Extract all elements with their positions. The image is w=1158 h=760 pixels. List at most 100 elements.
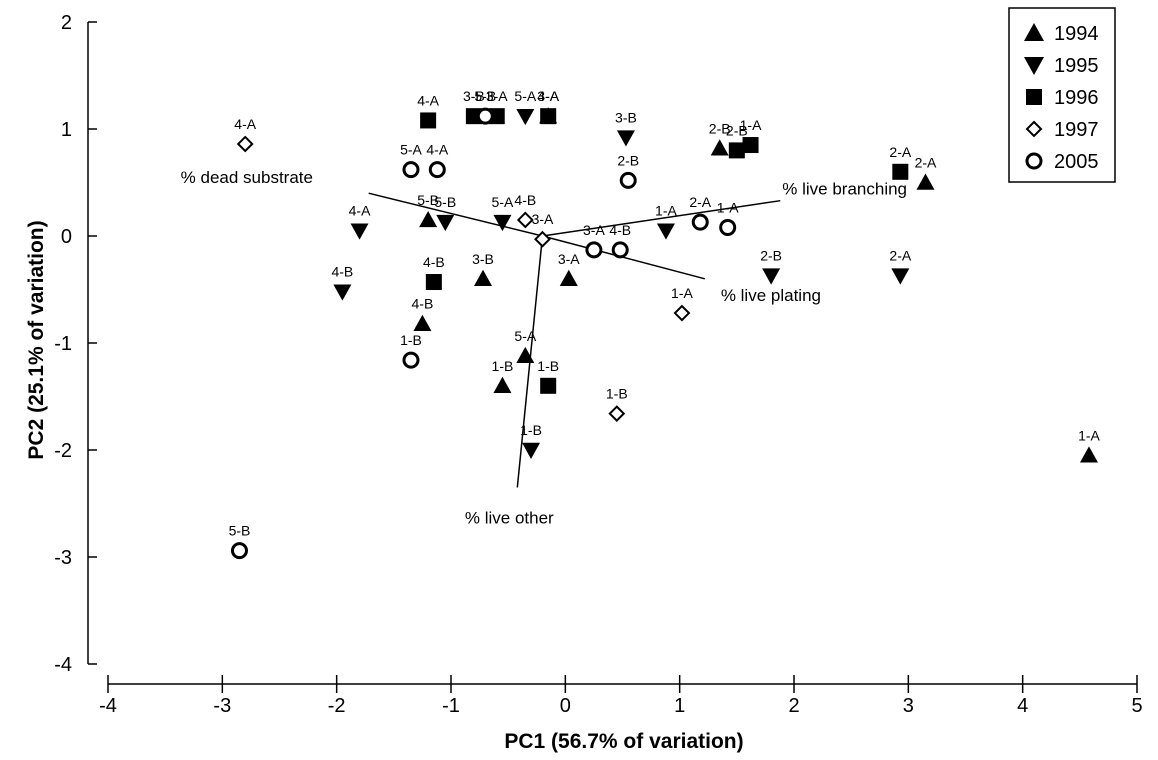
vector-line bbox=[542, 199, 781, 237]
legend-label: 1994 bbox=[1054, 23, 1099, 45]
marker-triangle-down bbox=[891, 268, 910, 285]
point-label: 2-B bbox=[760, 248, 782, 264]
series-1995: 5-A3-B5-B 5-A4-A 1-A4-B2-B 2-A1-B bbox=[331, 88, 912, 459]
marker-square bbox=[742, 137, 759, 154]
marker-square bbox=[892, 163, 909, 180]
point-label: 2-B bbox=[617, 152, 639, 168]
series-1996: 4-A 3-B 3-A 4-A2-B1-A2-A4-B1-B bbox=[417, 88, 912, 394]
x-tick-label: 4 bbox=[1017, 695, 1028, 717]
marker-circle-open bbox=[402, 161, 420, 179]
marker-triangle-down bbox=[333, 284, 352, 301]
y-tick-label: -4 bbox=[54, 654, 72, 676]
point-label: 2-A bbox=[889, 144, 911, 160]
vector-label: % live branching bbox=[782, 180, 907, 199]
marker-circle-open bbox=[691, 213, 709, 231]
point-label: 1-A bbox=[1078, 427, 1100, 443]
point-label: 3-B bbox=[463, 88, 485, 104]
x-tick-label: -3 bbox=[213, 695, 231, 717]
point-label: 4-A bbox=[426, 142, 448, 158]
vector-label: % dead substrate bbox=[181, 168, 313, 187]
x-tick-label: 3 bbox=[903, 695, 914, 717]
vector-label: % live other bbox=[465, 508, 554, 527]
point-label: 1-A bbox=[717, 199, 739, 215]
point-label: 5-A bbox=[514, 328, 536, 344]
legend: 1994 1995 1996 1997 2005 bbox=[1008, 7, 1116, 183]
point-label: 3-A bbox=[558, 251, 580, 267]
marker-triangle-up bbox=[474, 269, 493, 286]
marker-triangle-up bbox=[493, 376, 512, 393]
y-tick-label: -1 bbox=[54, 333, 72, 355]
x-tick-label: 0 bbox=[560, 695, 571, 717]
point-label: 4-A bbox=[234, 116, 256, 132]
y-axis-title: PC2 (25.1% of variation) bbox=[25, 220, 48, 459]
vectors: % dead substrate % live branching % live p… bbox=[181, 168, 907, 527]
point-label: 3-B bbox=[615, 110, 637, 126]
point-label: 4-B bbox=[331, 264, 353, 280]
marker-square bbox=[540, 108, 557, 125]
point-label: 4-A bbox=[417, 92, 439, 108]
point-label: 1-A bbox=[671, 285, 693, 301]
marker-circle-open bbox=[619, 171, 637, 189]
point-label: 4-B bbox=[423, 254, 445, 270]
y-tick-label: 1 bbox=[61, 119, 72, 141]
legend-label: 1995 bbox=[1054, 55, 1099, 77]
data-points: 2-B2-A5-B3-A3-B 3-A4-B5-A1-B1-A5-A3-B5-B 5… bbox=[229, 88, 1101, 560]
marker-triangle-up bbox=[1024, 23, 1044, 41]
x-tick-label: -1 bbox=[442, 695, 460, 717]
marker-diamond-open bbox=[673, 304, 691, 322]
point-label: 2-A bbox=[689, 194, 711, 210]
point-label: 2-A bbox=[889, 248, 911, 264]
marker-circle-open bbox=[428, 161, 446, 179]
marker-triangle-down bbox=[616, 130, 635, 147]
point-label: 3-A bbox=[537, 88, 559, 104]
marker-circle-open bbox=[1025, 152, 1043, 170]
marker-diamond-open bbox=[608, 405, 626, 423]
point-label: 1-A bbox=[740, 117, 762, 133]
point-label: 4-B bbox=[609, 222, 631, 238]
marker-triangle-down bbox=[656, 223, 675, 240]
marker-triangle-down bbox=[350, 223, 369, 240]
marker-triangle-down bbox=[436, 214, 455, 232]
marker-square bbox=[728, 142, 745, 159]
marker-triangle-up bbox=[710, 139, 729, 156]
y-tick-label: 2 bbox=[61, 12, 72, 34]
marker-square bbox=[540, 377, 557, 394]
marker-triangle-up bbox=[419, 210, 438, 228]
point-label: 3-B bbox=[472, 251, 494, 267]
marker-diamond-open bbox=[236, 135, 254, 153]
x-tick-label: 1 bbox=[674, 695, 685, 717]
point-label: 4-A bbox=[537, 88, 559, 104]
marker-diamond-open bbox=[1025, 120, 1043, 138]
point-label: 1-B bbox=[400, 332, 422, 348]
marker-triangle-up bbox=[413, 314, 432, 331]
point-label: 1-B bbox=[537, 358, 559, 374]
marker-square bbox=[420, 112, 437, 129]
marker-square bbox=[425, 274, 442, 291]
marker-triangle-down bbox=[493, 214, 512, 232]
point-label: 5-A bbox=[400, 142, 422, 158]
point-label: 1-B bbox=[606, 386, 628, 402]
marker-triangle-up bbox=[916, 173, 935, 190]
point-label: 5-B bbox=[434, 194, 456, 210]
x-tick-label: -2 bbox=[328, 695, 346, 717]
point-label: 5-B bbox=[417, 192, 439, 208]
marker-circle-open bbox=[402, 351, 420, 369]
vector-line bbox=[368, 192, 543, 237]
point-label: 5-B bbox=[474, 88, 496, 104]
point-label: 2-B bbox=[726, 122, 748, 138]
marker-triangle-down bbox=[1024, 57, 1044, 75]
point-label: 5-A bbox=[514, 88, 536, 104]
marker-circle-open bbox=[230, 542, 248, 560]
marker-triangle-down bbox=[516, 108, 535, 126]
point-label: 2-A bbox=[915, 155, 937, 171]
series-1997: 4-A 4-B 3-A 1-A 1-B bbox=[234, 116, 694, 423]
marker-diamond-open bbox=[516, 211, 534, 229]
marker-square bbox=[1026, 89, 1042, 105]
legend-label: 2005 bbox=[1054, 151, 1099, 173]
x-tick-label: -4 bbox=[99, 695, 117, 717]
x-tick-label: 2 bbox=[788, 695, 799, 717]
point-label: 2-B bbox=[709, 120, 731, 136]
marker-triangle-down bbox=[522, 442, 541, 459]
point-label: 3-A bbox=[486, 88, 508, 104]
marker-triangle-up bbox=[516, 346, 535, 364]
